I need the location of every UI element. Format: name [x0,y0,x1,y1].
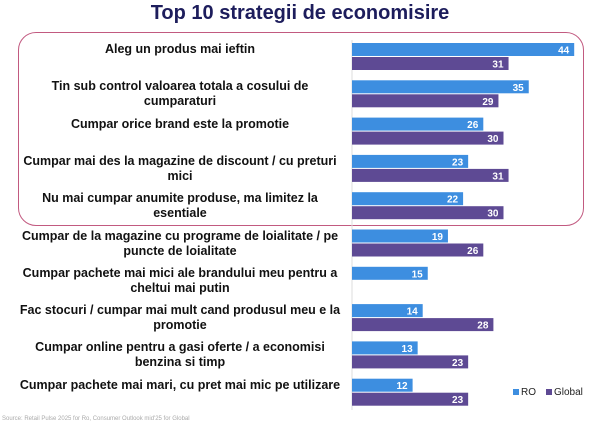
data-label: 14 [407,307,419,318]
category-label: Cumpar pachete mai mari, cu pret mai mic… [19,377,341,392]
data-label: 31 [492,171,504,182]
data-label: 29 [482,97,494,108]
chart-title: Top 10 strategii de economisire [150,2,450,24]
data-label: 30 [487,134,499,145]
bar-global [352,243,484,257]
bar-ro [352,304,423,318]
category-label: Cumpar orice brand este la promotie [70,116,290,131]
category-label: Cumpar online pentru a gasi oferte / a e… [35,340,325,370]
data-label: 23 [452,358,464,369]
legend-item-ro: RO [513,387,536,398]
bar-ro [352,266,428,280]
data-label: 30 [487,209,499,220]
bar-global [352,57,509,70]
data-label: 28 [477,321,489,332]
category-label: Fac stocuri / cumpar mai mult cand produ… [19,303,341,333]
data-label: 31 [492,60,504,71]
data-label: 35 [513,83,525,94]
source-note: Source: Retail Pulse 2025 for Ro, Consum… [2,416,190,422]
bar-ro [352,80,529,94]
data-label: 12 [396,381,408,392]
bar-ro [352,43,575,56]
data-label: 26 [467,246,479,257]
bar-global [352,355,469,369]
data-label: 26 [467,120,479,131]
bar-global [352,94,499,108]
bar-ro [352,229,448,243]
legend-item-global: Global [546,387,583,398]
category-label: Cumpar pachete mai mici ale brandului me… [22,265,338,295]
category-label: Cumpar mai des la magazine de discount /… [23,153,337,183]
bar-ro [352,154,469,168]
bar-global [352,131,504,145]
data-label: 23 [452,395,464,406]
legend-swatch-global [546,389,552,395]
data-label: 22 [447,195,459,206]
data-label: 23 [452,157,464,168]
category-label: Nu mai cumpar anumite produse, ma limite… [42,191,318,221]
bar-ro [352,341,418,355]
bar-global [352,168,509,182]
legend: RO Global [513,387,583,398]
top5-highlight-box [18,32,584,226]
data-label: 15 [412,269,424,280]
data-label: 44 [558,46,570,57]
legend-swatch-ro [513,389,519,395]
bar-ro [352,192,464,206]
bar-ro [352,378,413,392]
bar-global [352,206,504,220]
category-label: Aleg un produs mai ieftin [104,42,255,56]
bar-ro [352,117,484,131]
category-label: Cumpar de la magazine cu programe de loi… [21,228,339,258]
data-label: 13 [402,344,414,355]
data-label: 19 [432,232,444,243]
category-label: Tin sub control valoarea totala a cosulu… [51,79,309,109]
bar-global [352,318,494,332]
bar-global [352,392,469,406]
